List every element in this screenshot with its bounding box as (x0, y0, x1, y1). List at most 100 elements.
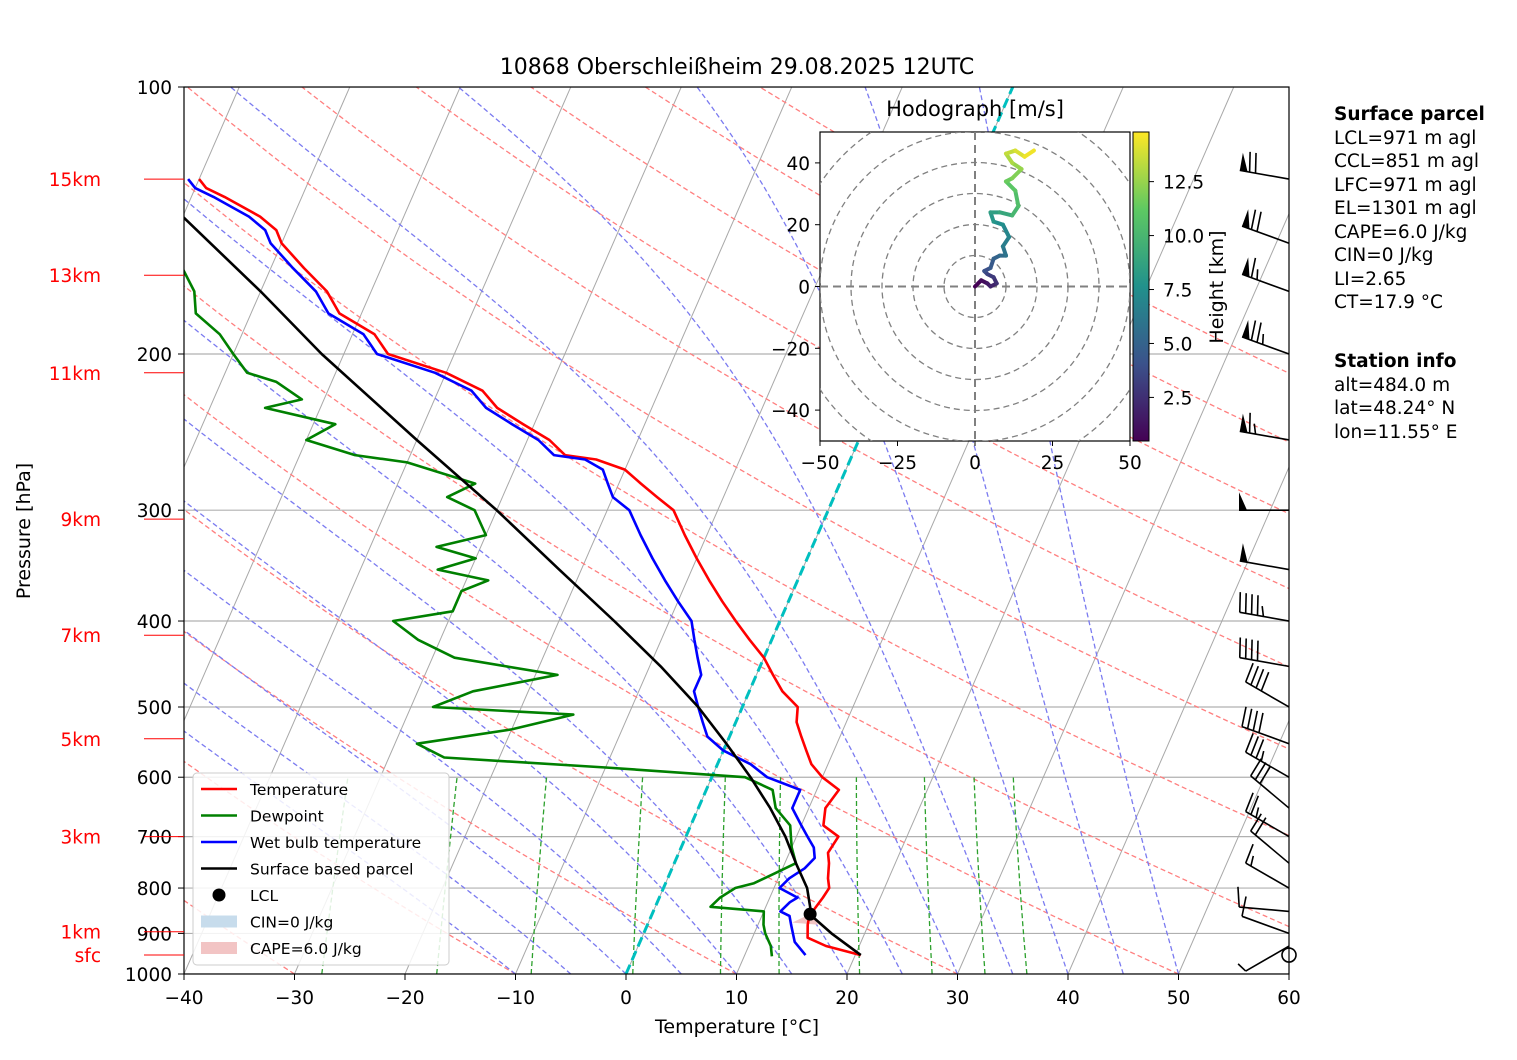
wind-barb-staff (1239, 611, 1290, 622)
wind-barb-feather (1250, 736, 1260, 756)
wind-barb-feather (1256, 595, 1259, 616)
moist-adiabat (184, 198, 903, 974)
wind-barb-staff (1245, 810, 1290, 838)
station-info-panel: Station info alt=484.0 m lat=48.24° N lo… (1334, 350, 1457, 444)
wind-barb-feather (1241, 896, 1247, 917)
wind-barb-staff (1239, 656, 1290, 668)
hodograph-y-tick-label: 20 (786, 216, 810, 237)
x-tick-label: 50 (1167, 988, 1191, 1009)
x-tick-label: −40 (164, 988, 203, 1009)
height-label: 13km (49, 266, 101, 287)
colorbar-tick-label: 10.0 (1163, 227, 1204, 248)
station-lon: lon=11.55° E (1334, 421, 1458, 443)
wind-barb-staff (1250, 830, 1290, 864)
hodograph-x-tick-label: −25 (878, 453, 917, 474)
hodograph-segment (997, 210, 1015, 218)
station-info-header: Station info (1334, 351, 1457, 372)
y-tick-label: 500 (137, 698, 172, 719)
hodograph-x-tick-label: 25 (1041, 453, 1065, 474)
wind-barb-feather (1250, 257, 1257, 278)
legend-swatch (201, 942, 237, 954)
height-label: 1km (60, 923, 101, 944)
wind-barb-feather (1238, 592, 1242, 613)
height-label: 15km (49, 170, 101, 191)
isotherm (846, 87, 1235, 974)
legend-label: Surface based parcel (250, 861, 413, 879)
parcel-ct: CT=17.9 °C (1334, 292, 1443, 313)
y-tick-label: 200 (137, 345, 172, 366)
hodograph-x-tick-label: 50 (1118, 453, 1142, 474)
height-label: 11km (49, 364, 101, 385)
wind-barb-feather (1237, 886, 1240, 908)
dry-adiabat (186, 87, 1289, 750)
wind-barb-feather (1261, 606, 1265, 617)
wind-barb-staff (1239, 430, 1290, 441)
wind-barb-feather (1250, 758, 1262, 777)
wind-barb-feather (1254, 817, 1267, 836)
wind-barb-pennant (1239, 413, 1248, 433)
colorbar-tick-label: 2.5 (1163, 388, 1192, 409)
mixing-ratio-line (778, 777, 782, 974)
moist-adiabat (184, 500, 737, 974)
isotherm (184, 87, 461, 722)
wind-barb-feather (1256, 269, 1259, 280)
wind-barb-staff (1241, 225, 1290, 244)
wind-barb-feather (1253, 423, 1257, 435)
legend-label: Temperature (249, 781, 348, 799)
wind-barb-feather (1255, 807, 1260, 818)
wind-barb-feather (1259, 765, 1272, 785)
y-tick-label: 900 (137, 924, 172, 945)
chart-title: 10868 Oberschleißheim 29.08.2025 12UTC (500, 55, 975, 80)
x-tick-label: 10 (725, 988, 749, 1009)
colorbar-tick-label: 7.5 (1163, 281, 1192, 302)
hodograph-y-tick-label: 40 (786, 154, 810, 175)
mixing-ratio-line (530, 777, 548, 974)
x-tick-label: −20 (385, 988, 424, 1009)
moist-adiabat (230, 87, 959, 974)
x-tick-label: 60 (1277, 988, 1301, 1009)
height-label: 9km (60, 510, 101, 531)
height-label: sfc (75, 946, 101, 967)
isotherm (1178, 719, 1289, 974)
height-label: 5km (60, 730, 101, 751)
wind-barb-feather (1237, 963, 1247, 972)
wind-barb-feather (1258, 712, 1264, 733)
x-tick-label: −30 (275, 988, 314, 1009)
hodograph-segment (1022, 148, 1036, 159)
hodograph-y-tick-label: −20 (771, 339, 810, 360)
legend-label: LCL (250, 887, 278, 905)
mixing-ratio-line (719, 777, 726, 974)
wind-barb-feather (1261, 333, 1265, 345)
y-tick-label: 100 (137, 78, 172, 99)
temperature-line (198, 178, 862, 957)
x-tick-label: 20 (835, 988, 859, 1009)
moist-adiabat (978, 87, 1180, 974)
dry-adiabat (184, 630, 737, 974)
mixing-ratio-line (923, 777, 933, 974)
isotherm (957, 212, 1289, 974)
x-tick-label: 30 (946, 988, 970, 1009)
wind-barb-feather (1244, 733, 1254, 753)
wind-barb-feather (1250, 795, 1260, 815)
station-lat: lat=48.24° N (1334, 398, 1456, 419)
wind-barb-feather (1250, 639, 1253, 660)
wind-barb-staff (1239, 906, 1290, 913)
wind-barb-staff (1239, 169, 1290, 180)
y-tick-label: 600 (137, 768, 172, 789)
y-tick-label: 700 (137, 828, 172, 849)
surface-based-parcel-line (184, 216, 862, 957)
surface-parcel-panel: Surface parcel LCL=971 m agl CCL=851 m a… (1334, 103, 1485, 315)
legend-swatch (212, 888, 226, 902)
colorbar (1132, 131, 1150, 442)
legend-label: CIN=0 J/kg (250, 914, 333, 932)
wind-barb-feather (1244, 662, 1254, 683)
x-axis-label: Temperature [°C] (654, 1016, 819, 1038)
legend-label: Wet bulb temperature (250, 834, 421, 852)
y-tick-label: 300 (137, 501, 172, 522)
wind-barb-feather (1241, 706, 1247, 727)
wind-barb-feather (1244, 843, 1254, 864)
surface-parcel-header: Surface parcel (1334, 104, 1485, 125)
hodograph-y-tick-label: −40 (771, 401, 810, 422)
hodograph-segment (1004, 179, 1018, 193)
